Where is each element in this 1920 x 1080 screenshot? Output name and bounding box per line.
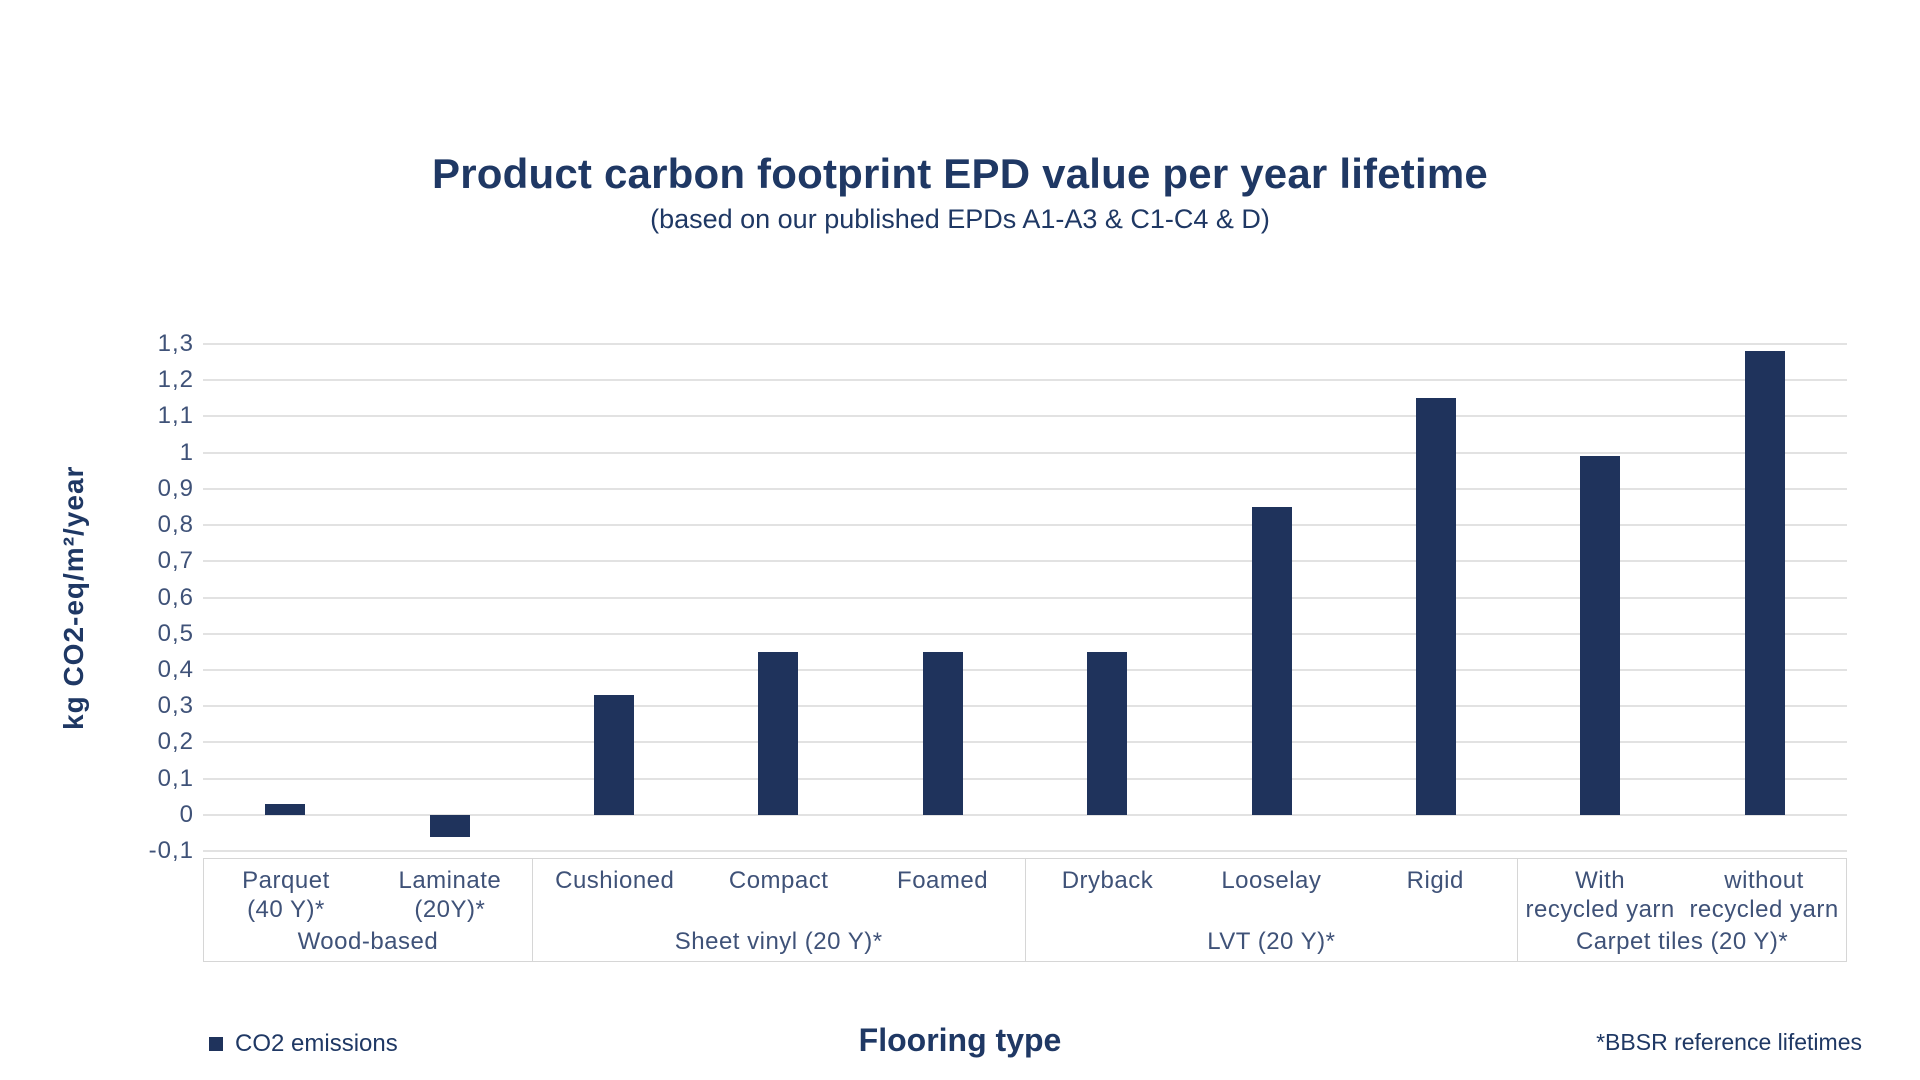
category-label-row: Parquet (40 Y)* Laminate (20Y)* (204, 859, 532, 961)
gridline (203, 451, 1847, 454)
gridline (203, 668, 1847, 671)
y-tick-label: 1,1 (157, 402, 194, 430)
bar-rigid (1416, 398, 1456, 815)
gridline (203, 379, 1847, 382)
y-tick-label: 0 (179, 800, 194, 828)
bar-compact (758, 651, 799, 815)
y-tick-label: 1 (179, 438, 194, 466)
bar-looselay (1251, 506, 1292, 815)
chart-title: Product carbon footprint EPD value per y… (432, 150, 1488, 197)
category-label: Cushioned (555, 867, 675, 894)
group-label: Sheet vinyl (20 Y)* (674, 928, 883, 955)
y-tick-label: 0,8 (157, 511, 194, 539)
y-axis-tick-labels: 1,3 1,2 1,1 1 0,9 0,8 0,7 0,6 0,5 0,4 0,3 0,2 0,1 0 -0… (88, 331, 194, 864)
category-label: Looselay (1221, 867, 1322, 894)
category-label: Dryback (1061, 867, 1154, 894)
gridline (203, 560, 1847, 563)
group-label: Carpet tiles (20 Y)* (1575, 928, 1789, 955)
y-tick-label: 0,5 (157, 619, 194, 647)
category-label-row: Cushioned Compact Foamed (533, 859, 1025, 961)
y-tick-label: -0,1 (148, 837, 194, 864)
y-tick-label: 0,7 (157, 547, 194, 575)
y-tick-label: 0,6 (157, 583, 194, 611)
y-tick-label: 0,4 (157, 655, 194, 683)
category-label-row: Dryback Looselay Rigid (1026, 859, 1518, 961)
gridline (203, 487, 1847, 490)
bar-without-recycled-yarn (1744, 351, 1785, 815)
category-label-row: With recycled yarn without recycled yarn (1518, 859, 1846, 961)
chart-subtitle: (based on our published EPDs A1-A3 & C1-… (650, 204, 1270, 234)
y-tick-label: 0,9 (157, 474, 194, 502)
gridline (203, 741, 1847, 744)
gridline (203, 596, 1847, 599)
category-label: Parquet (40 Y)* (242, 867, 330, 923)
x-axis-category-band: Parquet (40 Y)* Laminate (20Y)* Wood-based… (203, 858, 1847, 962)
gridline (203, 705, 1847, 708)
category-label: With recycled yarn (1525, 867, 1675, 923)
y-tick-label: 0,1 (157, 764, 194, 792)
category-label: Laminate (20Y)* (398, 867, 502, 923)
category-label: without recycled yarn (1689, 867, 1839, 923)
gridline (203, 343, 1847, 345)
bar-foamed (922, 651, 963, 815)
bar-laminate-(20y)* (429, 814, 470, 837)
bar-dryback (1087, 651, 1128, 815)
gridline (203, 813, 1847, 816)
gridline (203, 632, 1847, 635)
category-group: With recycled yarn without recycled yarn C… (1517, 859, 1846, 961)
legend-swatch-icon (209, 1037, 223, 1051)
bar-with-recycled-yarn (1580, 456, 1621, 815)
y-tick-label: 0,3 (157, 692, 194, 720)
gridline (203, 777, 1847, 780)
gridline (203, 415, 1847, 418)
category-label: Compact (728, 867, 829, 894)
y-tick-label: 0,2 (157, 728, 194, 756)
legend-label: CO2 emissions (235, 1030, 398, 1057)
y-tick-label: 1,2 (157, 366, 194, 394)
category-group: Dryback Looselay Rigid LVT (20 Y)* (1024, 859, 1518, 961)
gridline (203, 524, 1847, 527)
footnote: *BBSR reference lifetimes (1596, 1029, 1862, 1055)
bar-cushioned (594, 695, 634, 815)
bar-parquet-(40-y)* (265, 803, 306, 815)
y-tick-label: 1,3 (157, 330, 194, 357)
plot-area (203, 343, 1847, 852)
group-label: Wood-based (297, 928, 439, 955)
gridline (203, 850, 1847, 852)
legend: CO2 emissions (209, 1030, 398, 1058)
category-label: Rigid (1406, 867, 1464, 894)
category-label: Foamed (897, 867, 989, 894)
x-axis-title: Flooring type (858, 1022, 1062, 1058)
group-label: LVT (20 Y)* (1207, 928, 1336, 955)
category-group: Cushioned Compact Foamed Sheet vinyl (20 Y)… (531, 859, 1025, 961)
category-group: Parquet (40 Y)* Laminate (20Y)* Wood-based (204, 859, 532, 961)
